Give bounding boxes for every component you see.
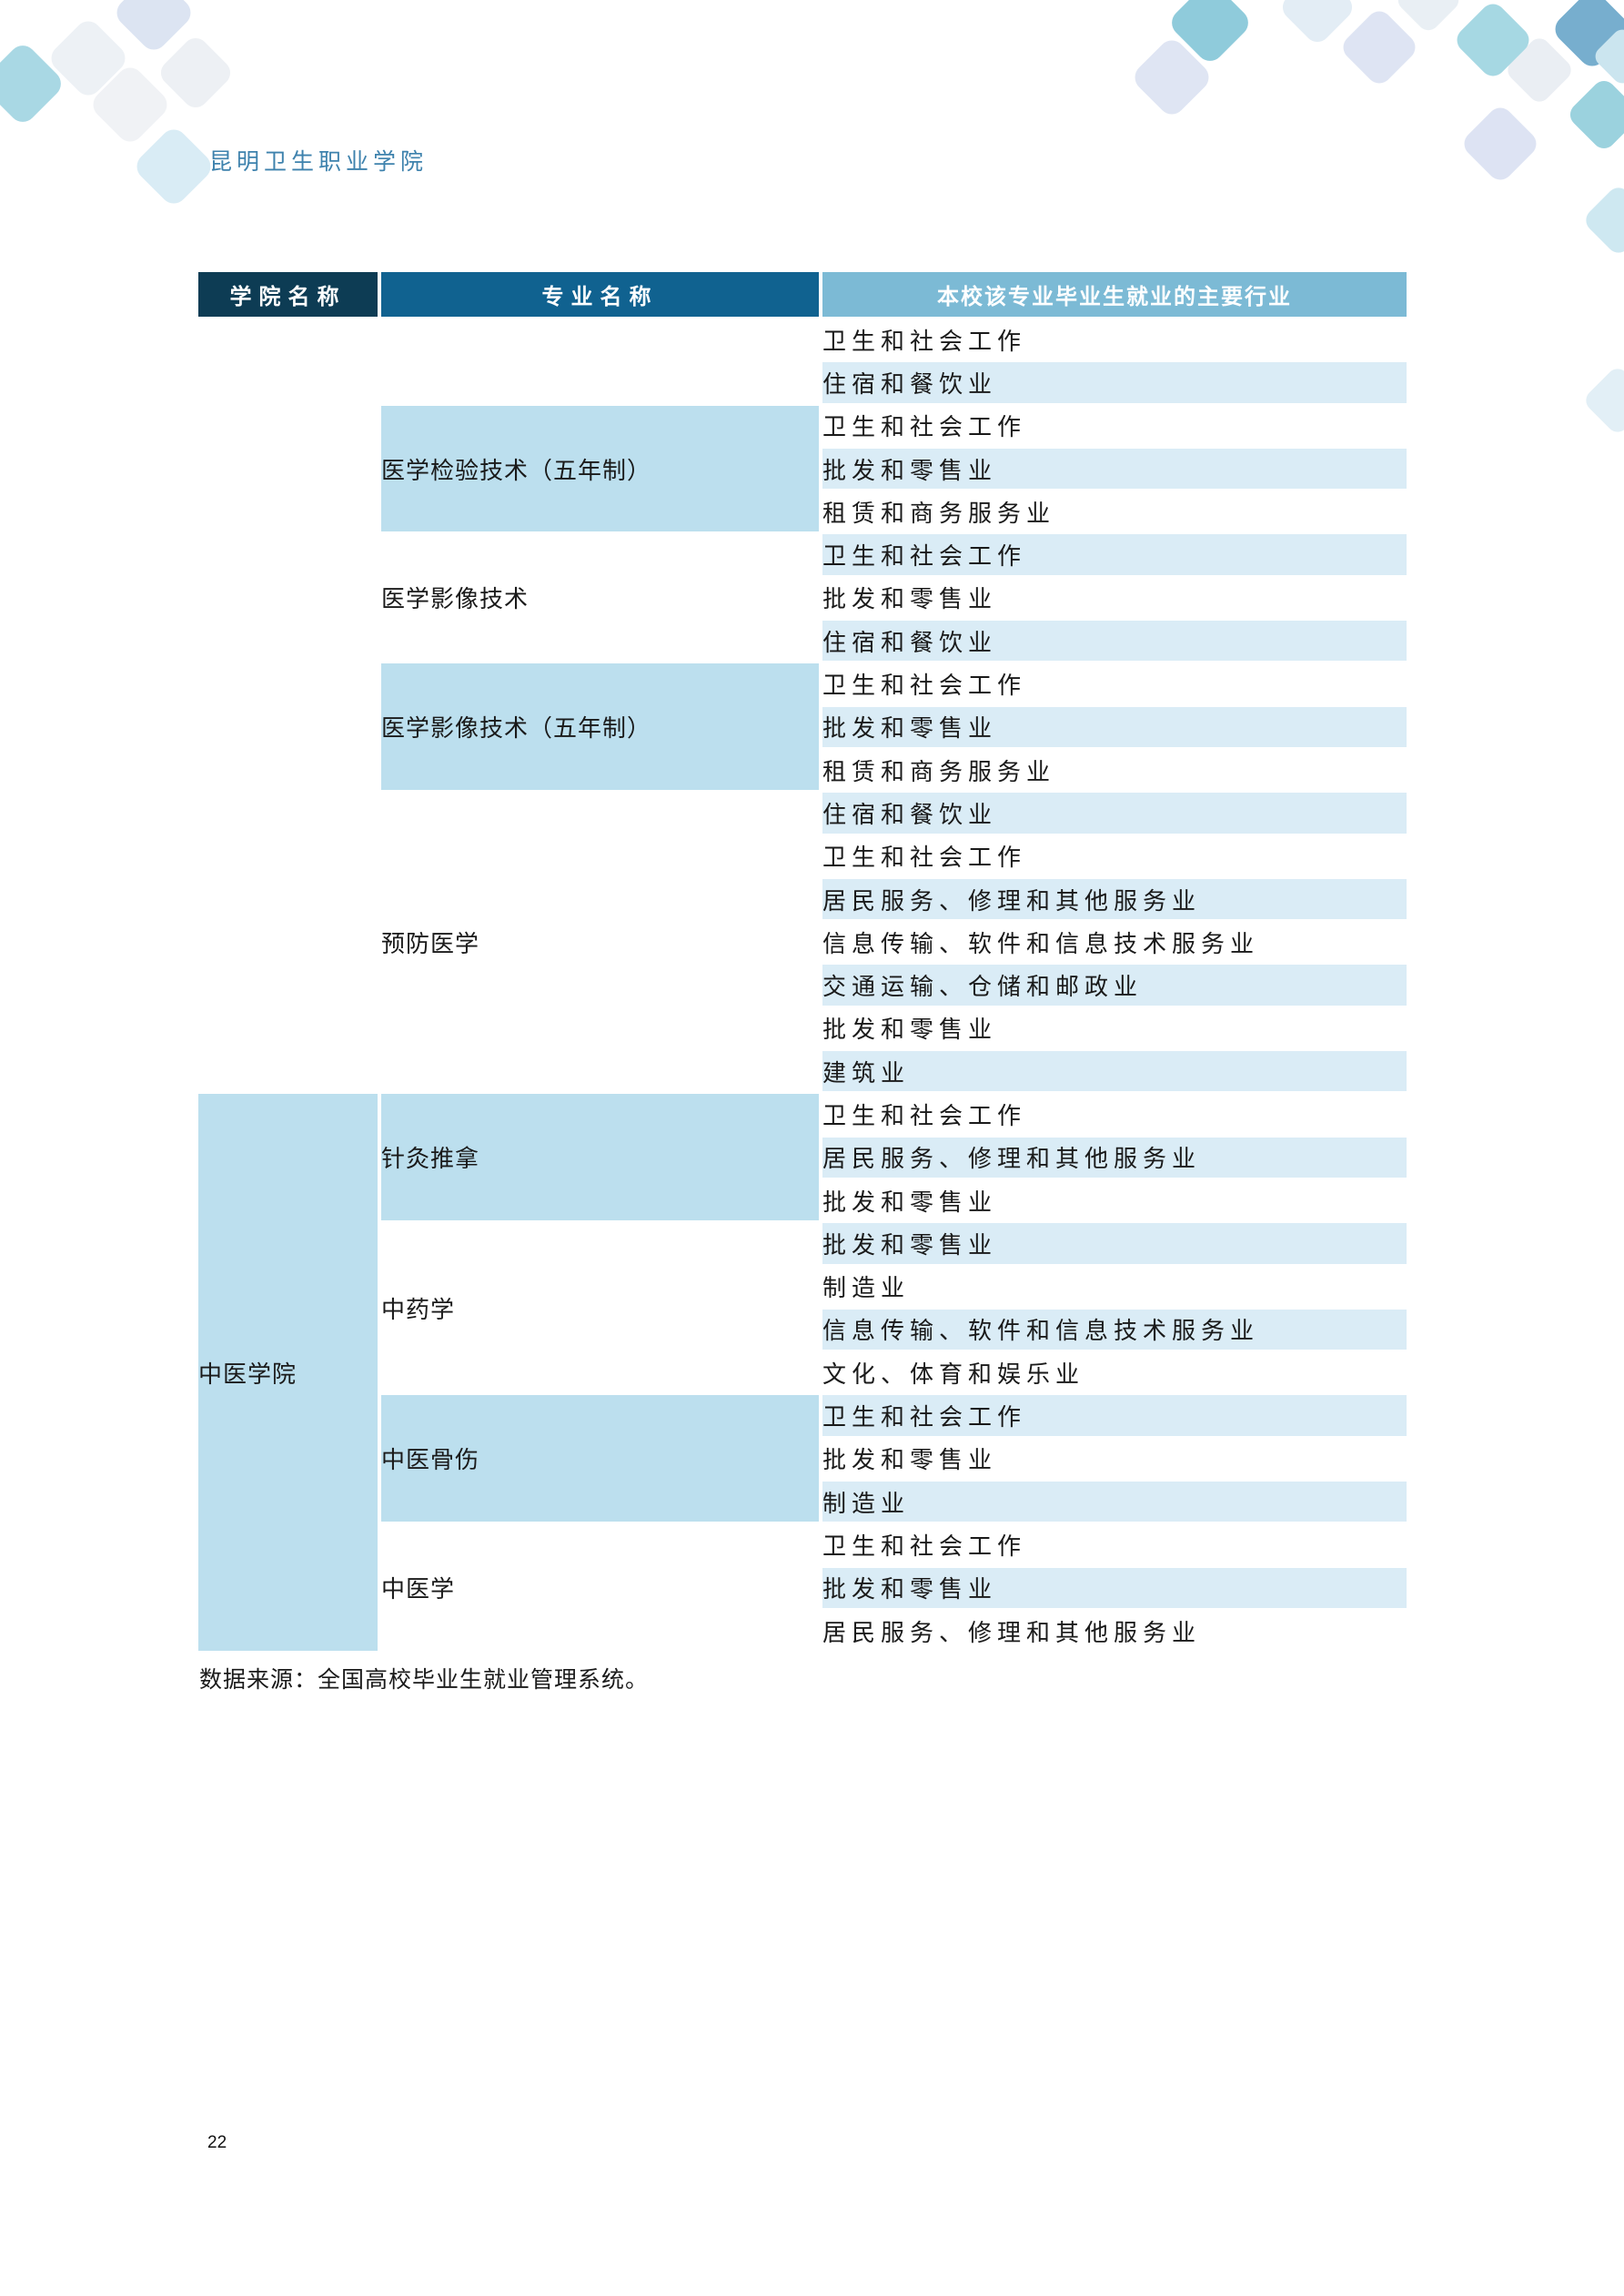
industry-cell: 卫生和社会工作 <box>822 319 1407 363</box>
diamond-shape <box>1581 364 1624 437</box>
table-row: 预防医学 住宿和餐饮业 <box>198 793 1407 1095</box>
industry-cell: 居民服务、修理和其他服务业 <box>822 878 1407 923</box>
table-row: 信息传输、软件和信息技术服务业 <box>198 922 1407 966</box>
industry-cell: 居民服务、修理和其他服务业 <box>822 1610 1407 1654</box>
major-cell <box>381 319 822 406</box>
table-row: 居民服务、修理和其他服务业 <box>198 878 1407 923</box>
header-college-name: 学院名称 <box>198 272 381 319</box>
major-cell: 医学影像技术（五年制） <box>381 663 822 794</box>
table-row: 医学检验技术（五年制） 卫生和社会工作 <box>198 405 1407 535</box>
table-row: 卫生和社会工作 <box>198 835 1407 879</box>
table-row: 中医学 卫生和社会工作 <box>198 1524 1407 1654</box>
table-row: 批发和零售业 <box>198 1007 1407 1052</box>
industry-cell: 卫生和社会工作 <box>822 534 1407 578</box>
industry-cell: 交通运输、仓储和邮政业 <box>822 965 1407 1008</box>
college-cell: 中医学院 <box>198 1094 381 1654</box>
industry-cell: 批发和零售业 <box>822 1438 1407 1482</box>
table-row: 制造业 <box>198 1266 1407 1310</box>
industry-cell: 制造业 <box>822 1482 1407 1525</box>
diamond-shape <box>1458 102 1542 186</box>
table-row: 批发和零售业 <box>198 1438 1407 1482</box>
table-row: 信息传输、软件和信息技术服务业 <box>198 1309 1407 1353</box>
major-cell: 医学影像技术 <box>381 534 822 664</box>
industry-cell: 批发和零售业 <box>822 1007 1407 1052</box>
table-row: 中医骨伤 卫生和社会工作 <box>198 1395 1407 1525</box>
industry-cell: 卫生和社会工作 <box>822 1094 1407 1138</box>
table-row: 制造业 <box>198 1482 1407 1525</box>
employment-table: 学院名称 专业名称 本校该专业毕业生就业的主要行业 卫生和社会工作 住宿和餐饮业医… <box>198 272 1407 1654</box>
industry-cell: 住宿和餐饮业 <box>822 793 1407 836</box>
industry-cell: 租赁和商务服务业 <box>822 491 1407 535</box>
college-cell <box>198 319 381 1095</box>
industry-cell: 租赁和商务服务业 <box>822 749 1407 794</box>
header-major-name: 专业名称 <box>381 272 822 319</box>
diamond-shape <box>1337 5 1421 89</box>
industry-cell: 信息传输、软件和信息技术服务业 <box>822 922 1407 966</box>
table-row: 医学影像技术（五年制） 卫生和社会工作 <box>198 663 1407 794</box>
industry-cell: 居民服务、修理和其他服务业 <box>822 1137 1407 1180</box>
page-header-title: 昆明卫生职业学院 <box>209 150 429 175</box>
industry-cell: 住宿和餐饮业 <box>822 362 1407 406</box>
table-row: 批发和零售业 <box>198 706 1407 750</box>
table-row: 批发和零售业 <box>198 1179 1407 1224</box>
table-row: 医学影像技术 卫生和社会工作 <box>198 534 1407 664</box>
major-cell: 中医骨伤 <box>381 1395 822 1525</box>
industry-cell: 住宿和餐饮业 <box>822 621 1407 664</box>
industry-cell: 卫生和社会工作 <box>822 1524 1407 1568</box>
table-row: 交通运输、仓储和邮政业 <box>198 965 1407 1008</box>
industry-cell: 卫生和社会工作 <box>822 835 1407 879</box>
diamond-shape <box>1580 182 1624 258</box>
employment-table-wrapper: 学院名称 专业名称 本校该专业毕业生就业的主要行业 卫生和社会工作 住宿和餐饮业医… <box>198 272 1407 1654</box>
header-industries: 本校该专业毕业生就业的主要行业 <box>822 272 1407 319</box>
table-row: 批发和零售业 <box>198 448 1407 492</box>
industry-cell: 批发和零售业 <box>822 1223 1407 1267</box>
major-cell: 中药学 <box>381 1223 822 1396</box>
industry-cell: 批发和零售业 <box>822 1567 1407 1611</box>
major-cell: 中医学 <box>381 1524 822 1654</box>
industry-cell: 卫生和社会工作 <box>822 1395 1407 1439</box>
major-cell: 针灸推拿 <box>381 1094 822 1224</box>
industry-cell: 批发和零售业 <box>822 448 1407 492</box>
table-row: 中药学 批发和零售业 <box>198 1223 1407 1396</box>
industry-cell: 卫生和社会工作 <box>822 663 1407 707</box>
industry-cell: 信息传输、软件和信息技术服务业 <box>822 1309 1407 1353</box>
industry-cell: 批发和零售业 <box>822 706 1407 750</box>
industry-cell: 批发和零售业 <box>822 577 1407 622</box>
table-row: 住宿和餐饮业 <box>198 621 1407 664</box>
table-row: 居民服务、修理和其他服务业 <box>198 1137 1407 1180</box>
table-row: 建筑业 <box>198 1051 1407 1095</box>
table-row: 中医学院 针灸推拿 卫生和社会工作 <box>198 1094 1407 1654</box>
table-row: 批发和零售业 <box>198 1567 1407 1611</box>
table-row: 批发和零售业 <box>198 577 1407 622</box>
industry-cell: 制造业 <box>822 1266 1407 1310</box>
industry-cell: 文化、体育和娱乐业 <box>822 1352 1407 1396</box>
diamond-shape <box>131 124 217 209</box>
table-header-row: 学院名称 专业名称 本校该专业毕业生就业的主要行业 <box>198 272 1407 319</box>
page-number: 22 <box>207 2133 227 2152</box>
table-row: 租赁和商务服务业 <box>198 749 1407 794</box>
diamond-shape <box>1565 76 1624 154</box>
diamond-shape <box>1393 0 1464 35</box>
industry-cell: 卫生和社会工作 <box>822 405 1407 449</box>
industry-cell: 批发和零售业 <box>822 1179 1407 1224</box>
major-cell: 医学检验技术（五年制） <box>381 405 822 535</box>
industry-cell: 建筑业 <box>822 1051 1407 1095</box>
major-cell: 预防医学 <box>381 793 822 1095</box>
table-row: 文化、体育和娱乐业 <box>198 1352 1407 1396</box>
table-row: 租赁和商务服务业 <box>198 491 1407 535</box>
table-row: 居民服务、修理和其他服务业 <box>198 1610 1407 1654</box>
table-row: 住宿和餐饮业 <box>198 362 1407 406</box>
diamond-shape <box>156 33 236 113</box>
table-row: 卫生和社会工作 <box>198 319 1407 1095</box>
table-footnote: 数据来源：全国高校毕业生就业管理系统。 <box>199 1668 650 1693</box>
